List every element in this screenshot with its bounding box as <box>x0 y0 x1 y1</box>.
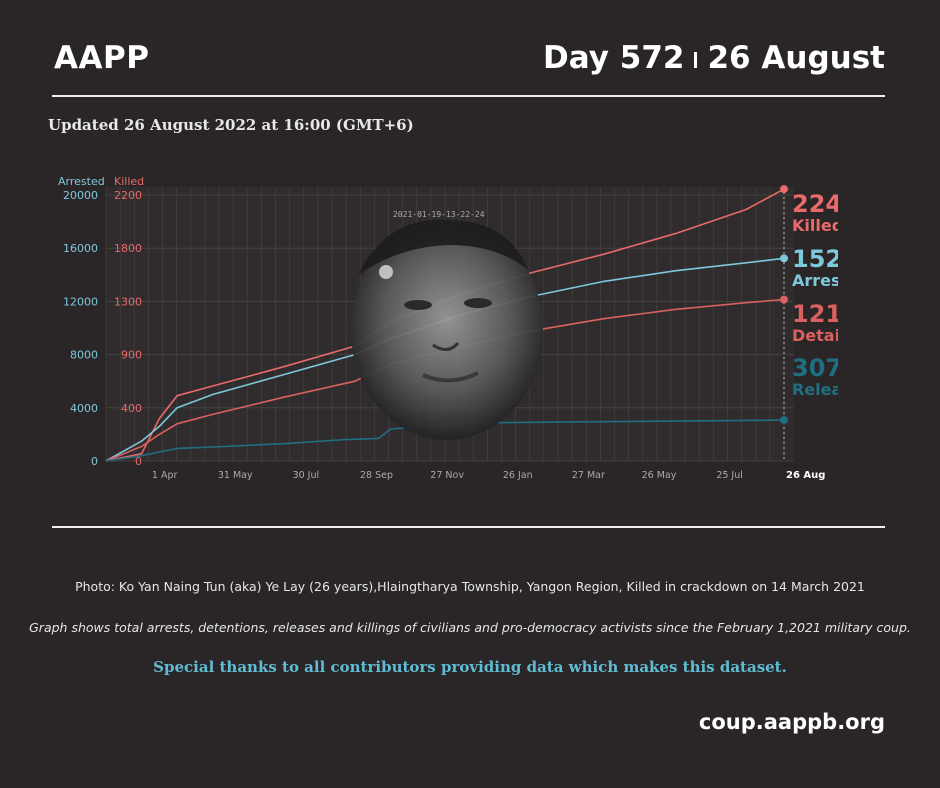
series-end-dot-detained <box>780 295 788 304</box>
series-end-dot-arrested <box>780 254 788 263</box>
y-right-tick-label: 1800 <box>114 242 142 255</box>
day-count: Day 572 <box>543 40 685 76</box>
end-value-released: 3075 <box>792 354 838 382</box>
x-tick-label: 1 Apr <box>152 470 178 481</box>
y-left-tick-label: 0 <box>91 455 98 468</box>
bottom-divider <box>52 526 885 528</box>
end-value-killed: 2249 <box>792 190 838 218</box>
updated-timestamp: Updated 26 August 2022 at 16:00 (GMT+6) <box>48 116 414 134</box>
x-tick-label: 25 Jul <box>716 470 743 481</box>
thanks-note: Special thanks to all contributors provi… <box>153 658 787 676</box>
x-tick-label: 28 Sep <box>360 470 393 481</box>
axis-label-arrested: Arrested <box>58 175 105 188</box>
y-right-tick-label: 2200 <box>114 189 142 202</box>
y-left-tick-label: 20000 <box>63 189 98 202</box>
x-tick-label: 31 May <box>218 470 253 481</box>
y-right-tick-label: 400 <box>121 402 142 415</box>
end-label-killed: Killed <box>792 216 838 235</box>
heading-separator <box>694 51 698 68</box>
end-value-detained: 12142 <box>792 300 838 328</box>
y-right-tick-label: 1300 <box>114 295 142 308</box>
portrait-photo: 2021-01-19-13-22-24 <box>351 210 543 440</box>
y-right-tick-label: 900 <box>121 349 142 362</box>
graph-note: Graph shows total arrests, detentions, r… <box>29 620 911 635</box>
x-tick-label: 27 Mar <box>572 470 605 481</box>
photo-caption: Photo: Ko Yan Naing Tun (aka) Ye Lay (26… <box>75 579 865 594</box>
x-end-label: 26 Aug <box>786 470 825 481</box>
y-left-tick-label: 4000 <box>70 402 98 415</box>
end-value-arrested: 15239 <box>792 245 838 273</box>
website-link[interactable]: coup.aappb.org <box>698 710 885 734</box>
brand-title: AAPP <box>54 40 150 76</box>
series-end-dot-killed <box>780 185 788 194</box>
x-tick-label: 26 Jan <box>503 470 533 481</box>
series-line-released <box>105 419 785 462</box>
x-tick-label: 26 May <box>642 470 677 481</box>
end-label-released: Released <box>792 380 838 399</box>
x-tick-label: 30 Jul <box>293 470 320 481</box>
end-label-arrested: Arrested <box>792 271 838 290</box>
y-left-tick-label: 12000 <box>63 295 98 308</box>
end-label-detained: Detained <box>792 326 838 345</box>
series-end-dot-released <box>780 416 788 425</box>
photo-stamp: 2021-01-19-13-22-24 <box>393 210 485 219</box>
y-left-tick-label: 8000 <box>70 349 98 362</box>
y-right-tick-label: 0 <box>135 455 142 468</box>
day-date-heading: Day 572 26 August <box>543 40 885 76</box>
y-left-tick-label: 16000 <box>63 242 98 255</box>
heading-date: 26 August <box>707 40 885 76</box>
x-tick-label: 27 Nov <box>430 470 464 481</box>
axis-label-killed: Killed <box>114 175 144 188</box>
top-divider <box>52 95 885 97</box>
